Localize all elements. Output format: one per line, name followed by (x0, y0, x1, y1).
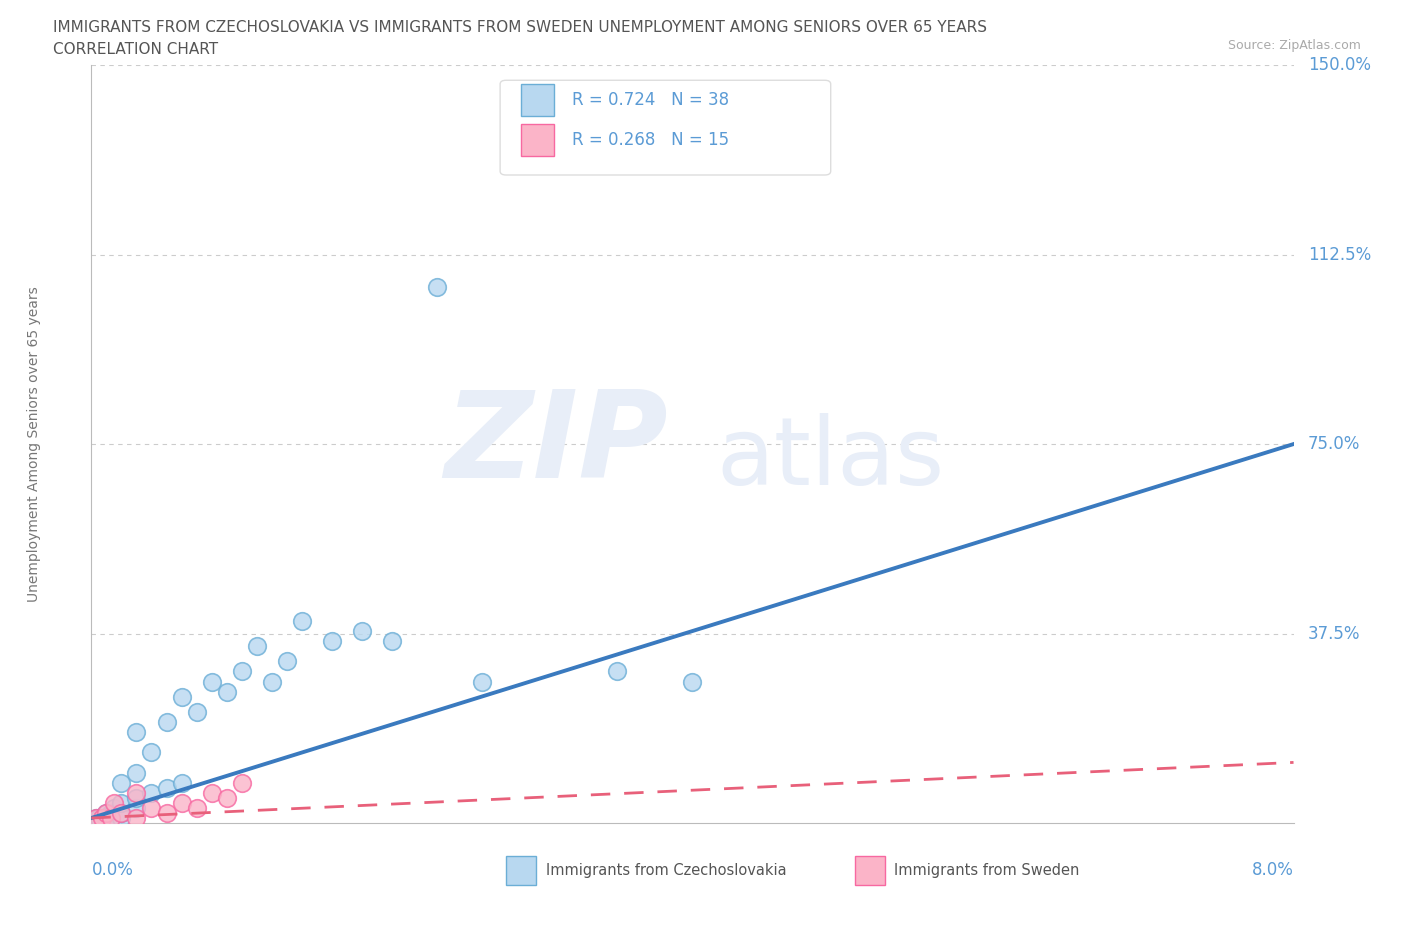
Point (103, 811, 125, 826)
Point (96, 811, 118, 826)
Point (155, 714, 177, 729)
Bar (855, 857, 884, 885)
Point (110, 805, 132, 820)
Point (98, 811, 121, 826)
Point (276, 654, 298, 669)
Text: 112.5%: 112.5% (1308, 246, 1371, 263)
Point (215, 684, 238, 699)
Point (103, 795, 125, 810)
FancyBboxPatch shape (501, 80, 831, 175)
Text: 0.0%: 0.0% (91, 861, 134, 879)
Point (260, 674, 283, 689)
Point (90, 811, 112, 826)
Text: ZIP: ZIP (444, 386, 668, 502)
Point (201, 674, 224, 689)
Point (125, 765, 148, 780)
Point (110, 776, 132, 790)
Point (426, 280, 449, 295)
Point (231, 776, 253, 790)
Point (110, 795, 132, 810)
Point (141, 801, 163, 816)
Text: R = 0.268   N = 15: R = 0.268 N = 15 (572, 131, 730, 149)
Point (87, 811, 110, 826)
Point (606, 664, 628, 679)
Text: Immigrants from Sweden: Immigrants from Sweden (894, 863, 1080, 878)
Point (103, 801, 125, 816)
Point (125, 785, 148, 800)
Text: atlas: atlas (717, 413, 945, 505)
Text: CORRELATION CHART: CORRELATION CHART (53, 42, 218, 57)
Point (110, 805, 132, 820)
Point (96, 805, 118, 820)
Point (110, 811, 132, 826)
Point (170, 795, 193, 810)
Text: 8.0%: 8.0% (1251, 861, 1294, 879)
Point (155, 780, 177, 795)
Text: Unemployment Among Seniors over 65 years: Unemployment Among Seniors over 65 years (27, 286, 41, 602)
Point (100, 805, 122, 820)
Text: 37.5%: 37.5% (1308, 625, 1361, 643)
Point (125, 801, 148, 816)
Point (170, 776, 193, 790)
Point (681, 674, 703, 689)
Point (291, 614, 314, 629)
Point (84, 811, 107, 826)
Point (96, 805, 118, 820)
Point (350, 624, 373, 639)
Text: Immigrants from Czechoslovakia: Immigrants from Czechoslovakia (546, 863, 786, 878)
Point (125, 811, 148, 826)
Text: R = 0.724   N = 38: R = 0.724 N = 38 (572, 91, 730, 109)
Bar (506, 857, 536, 885)
Point (84, 811, 107, 826)
Point (186, 801, 208, 816)
Text: IMMIGRANTS FROM CZECHOSLOVAKIA VS IMMIGRANTS FROM SWEDEN UNEMPLOYMENT AMONG SENI: IMMIGRANTS FROM CZECHOSLOVAKIA VS IMMIGR… (53, 20, 987, 35)
Point (231, 664, 253, 679)
Point (125, 790, 148, 805)
Point (155, 805, 177, 820)
Point (100, 811, 122, 826)
Point (471, 674, 494, 689)
Point (90, 811, 112, 826)
Text: 150.0%: 150.0% (1308, 56, 1371, 74)
Point (381, 633, 404, 648)
Point (321, 633, 343, 648)
Point (170, 689, 193, 704)
Point (246, 639, 269, 654)
Text: 75.0%: 75.0% (1308, 435, 1361, 453)
Point (201, 785, 224, 800)
Bar (520, 84, 554, 116)
Bar (520, 125, 554, 156)
Point (141, 745, 163, 760)
Point (141, 785, 163, 800)
Text: Source: ZipAtlas.com: Source: ZipAtlas.com (1227, 39, 1361, 52)
Point (186, 704, 208, 719)
Point (215, 790, 238, 805)
Point (125, 724, 148, 739)
